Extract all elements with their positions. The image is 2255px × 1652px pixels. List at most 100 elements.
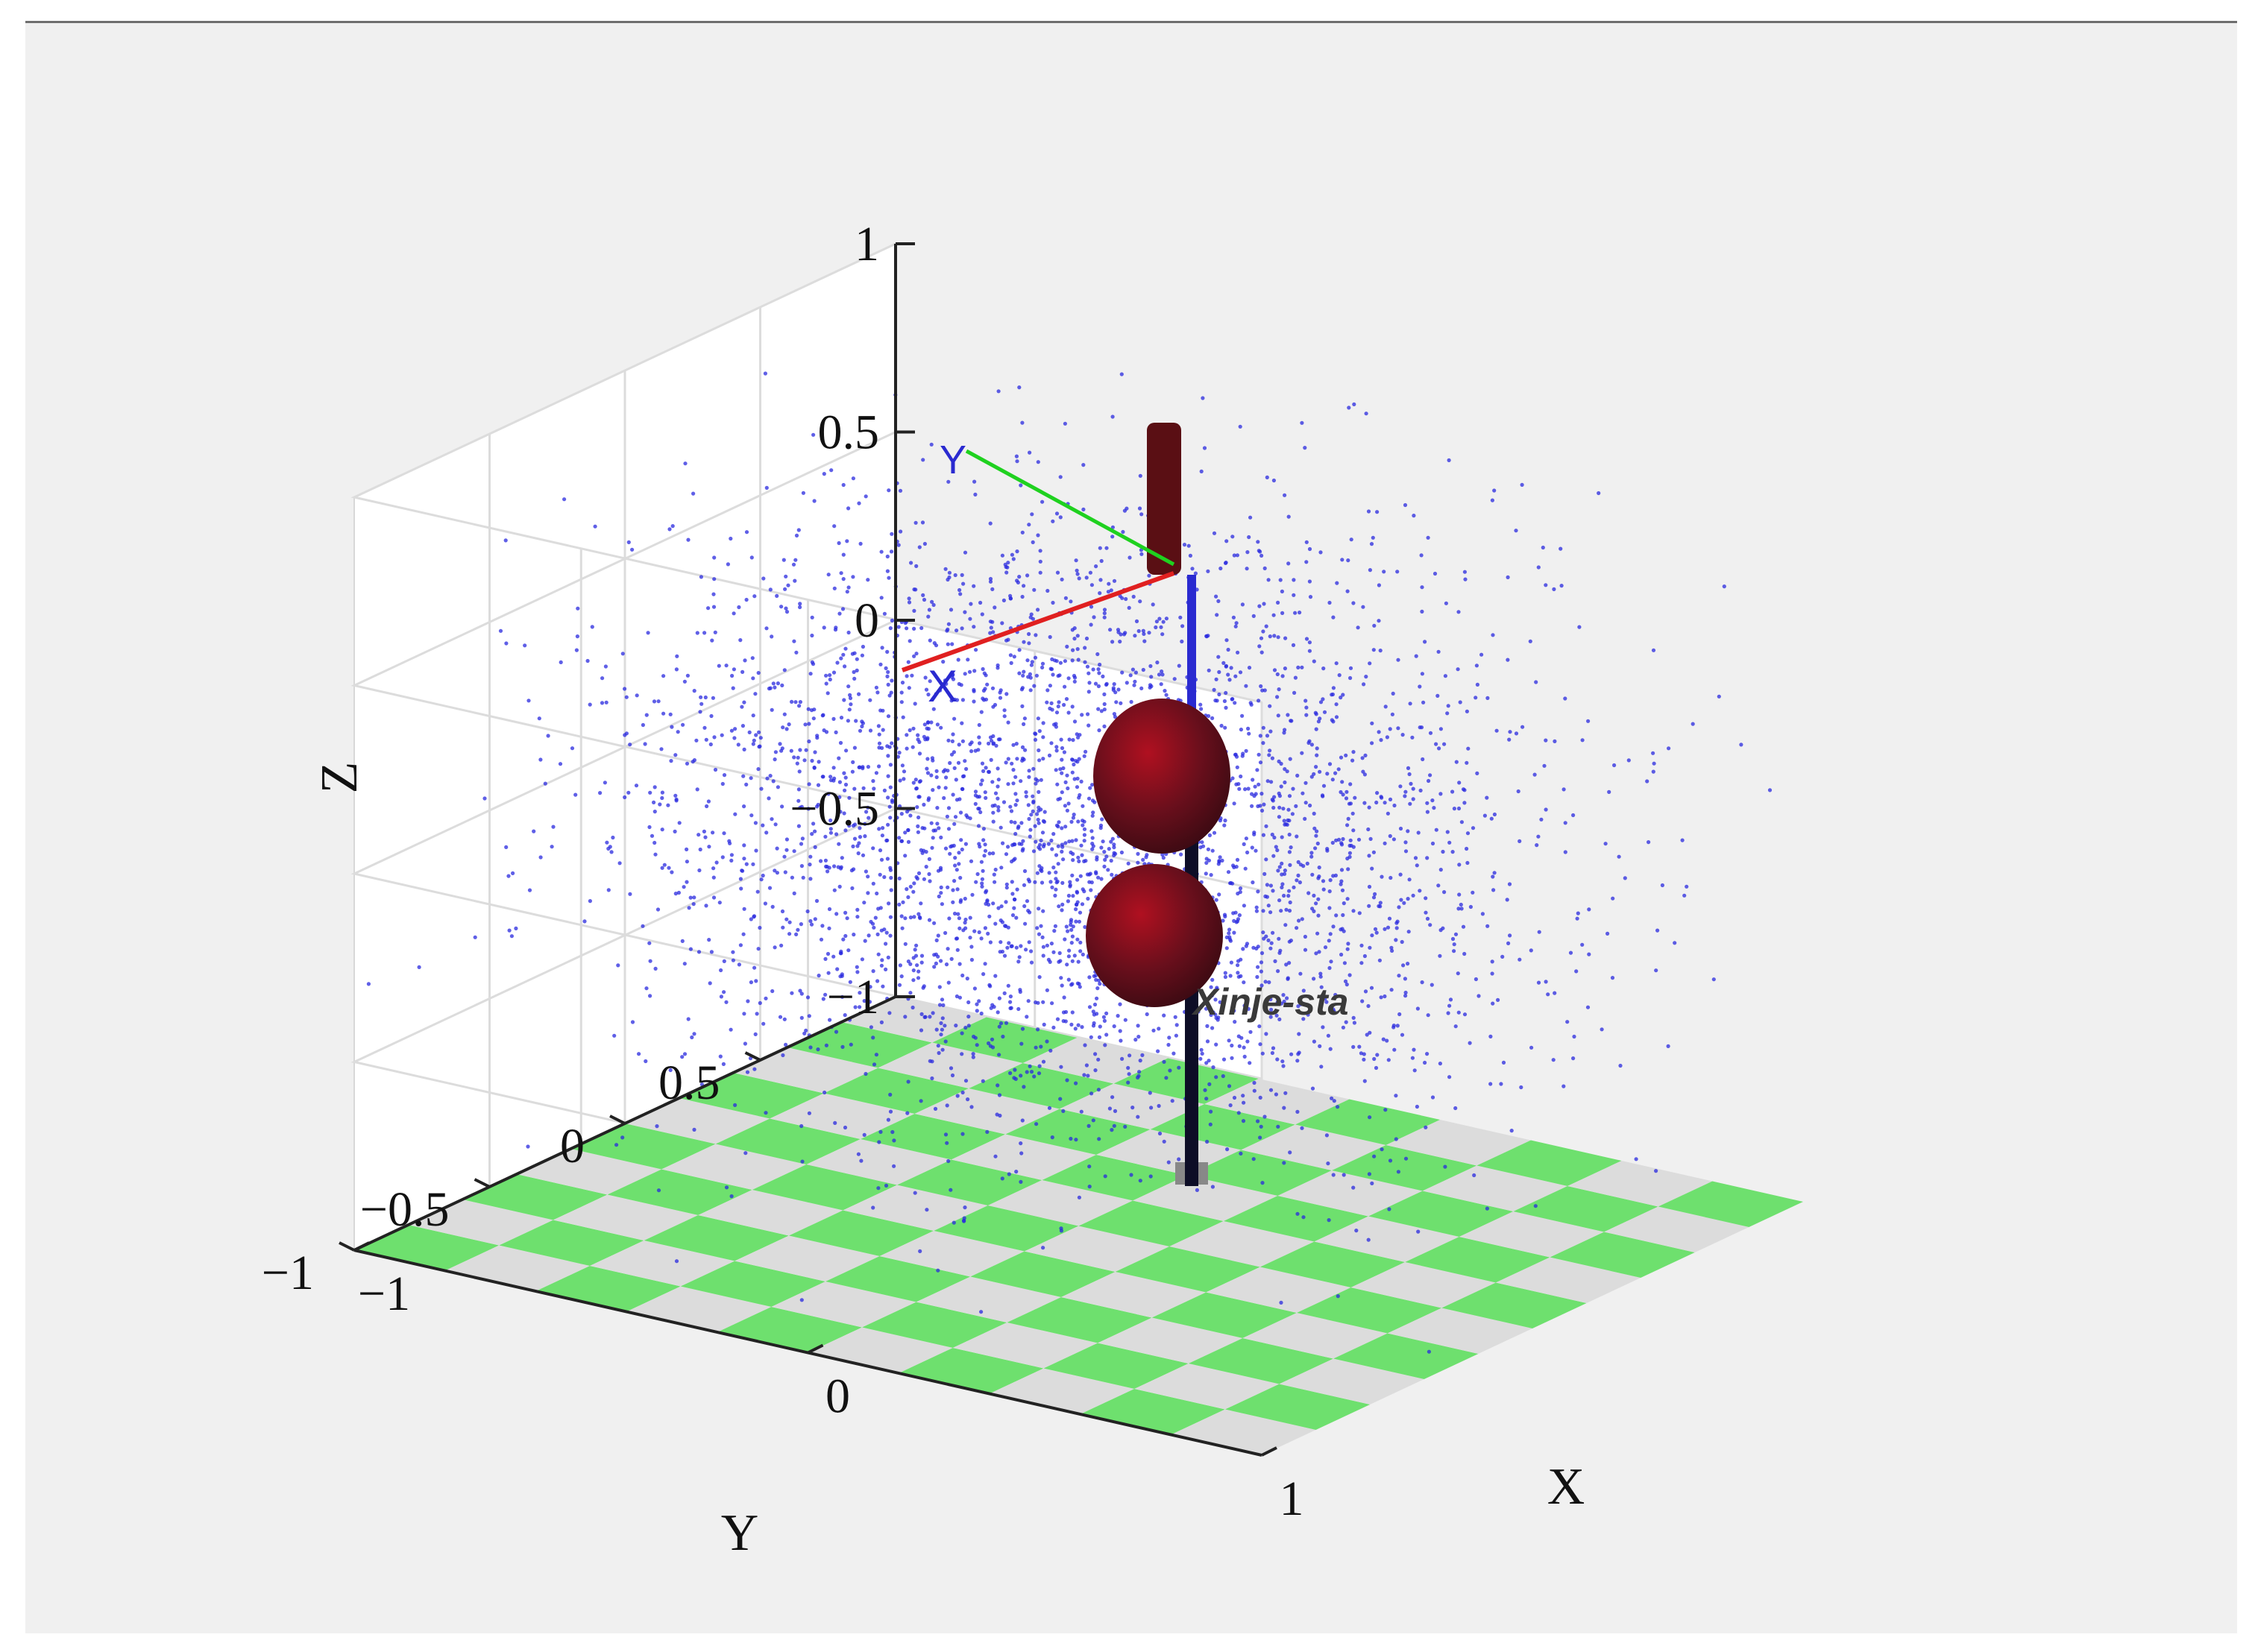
scatter-point	[960, 973, 965, 978]
scatter-point	[1050, 657, 1054, 662]
scatter-point	[1535, 843, 1539, 848]
scatter-point	[776, 785, 780, 789]
scatter-point	[879, 596, 884, 600]
scatter-point	[890, 741, 894, 745]
scatter-point	[964, 766, 969, 772]
scatter-point	[1004, 1021, 1009, 1025]
scatter-point	[1252, 1088, 1257, 1093]
scatter-point	[1488, 1034, 1493, 1038]
scatter-point	[790, 991, 794, 995]
scatter-point	[846, 630, 851, 635]
scatter-point	[691, 902, 696, 907]
scatter-point	[1027, 631, 1031, 637]
scatter-point	[1227, 927, 1232, 932]
scatter-point	[932, 921, 937, 925]
scatter-point	[983, 790, 987, 795]
scatter-point	[943, 846, 949, 851]
floor-tile	[914, 1088, 1060, 1135]
scatter-point	[823, 834, 828, 839]
scatter-point	[827, 866, 831, 870]
scatter-point	[1053, 893, 1057, 898]
scatter-point	[729, 1027, 733, 1032]
scatter-point	[1017, 671, 1022, 675]
scatter-point	[793, 578, 797, 583]
scatter-point	[802, 758, 807, 763]
scatter-point	[810, 615, 814, 620]
scatter-point	[704, 904, 708, 908]
scatter-point	[871, 969, 875, 974]
scatter-point	[582, 919, 587, 924]
scatter-point	[907, 686, 911, 690]
scatter-point	[1102, 1018, 1107, 1023]
scatter-point	[820, 924, 825, 928]
scatter-point	[1089, 888, 1093, 892]
scatter-point	[778, 742, 782, 746]
scatter-point	[934, 961, 938, 965]
scatter-point	[1020, 704, 1025, 709]
scatter-point	[1261, 833, 1265, 837]
scatter-point	[851, 844, 855, 848]
scatter-point	[1450, 789, 1455, 794]
scatter-point	[1116, 628, 1121, 632]
scatter-point	[917, 545, 922, 549]
scatter-point	[680, 939, 685, 943]
scatter-point	[841, 482, 846, 488]
scatter-point	[666, 803, 670, 807]
scatter-point	[771, 681, 776, 686]
scatter-point	[872, 1062, 877, 1067]
scatter-point	[934, 952, 938, 956]
scatter-point	[1160, 852, 1165, 857]
scatter-point	[987, 914, 992, 918]
scatter-point	[1032, 587, 1037, 592]
scatter-point	[1328, 878, 1333, 883]
scatter-point	[1463, 577, 1468, 581]
scatter-point	[606, 888, 611, 892]
scatter-point	[1089, 1035, 1093, 1039]
scatter-point	[1030, 660, 1034, 664]
scatter-point	[1454, 760, 1459, 764]
scatter-point	[1352, 402, 1356, 406]
scatter-point	[1585, 1005, 1591, 1009]
scatter-point	[1357, 1044, 1362, 1049]
scatter-point	[983, 842, 987, 847]
scatter-point	[963, 896, 967, 901]
scatter-point	[1277, 936, 1281, 941]
scatter-point	[1626, 758, 1631, 763]
scatter-point	[623, 687, 627, 691]
scatter-point	[957, 995, 962, 1000]
scatter-point	[1054, 870, 1058, 874]
scatter-point	[1587, 952, 1591, 956]
scatter-point	[1018, 988, 1022, 992]
scatter-point	[1142, 631, 1146, 637]
scatter-point	[791, 562, 796, 567]
floor-tile	[1658, 1181, 1803, 1227]
scatter-point	[882, 788, 887, 792]
scatter-point	[1242, 842, 1246, 846]
scatter-point	[1129, 699, 1133, 704]
scatter-point	[1162, 1013, 1166, 1018]
scatter-point	[1226, 647, 1230, 652]
scatter-point	[1081, 823, 1085, 827]
scatter-point	[1032, 684, 1037, 688]
scatter-point	[950, 675, 954, 679]
scatter-point	[1009, 809, 1014, 813]
scatter-point	[886, 682, 890, 687]
scatter-point	[886, 669, 890, 675]
scatter-point	[1580, 738, 1585, 743]
scatter-point	[1295, 878, 1299, 883]
scatter-point	[759, 786, 764, 791]
scatter-point	[747, 730, 752, 735]
scatter-point	[796, 927, 800, 932]
scatter-point	[1327, 1218, 1331, 1223]
scatter-point	[834, 912, 839, 916]
scatter-point	[1062, 750, 1066, 754]
scatter-point	[808, 854, 813, 859]
scatter-point	[1257, 782, 1261, 786]
scatter-point	[1036, 716, 1040, 721]
scatter-point	[1611, 896, 1615, 901]
scatter-point	[1474, 977, 1478, 982]
scatter-point	[1519, 1085, 1523, 1090]
scatter-point	[1006, 637, 1010, 642]
scatter-point	[1306, 740, 1311, 745]
scatter-point	[1230, 535, 1235, 539]
